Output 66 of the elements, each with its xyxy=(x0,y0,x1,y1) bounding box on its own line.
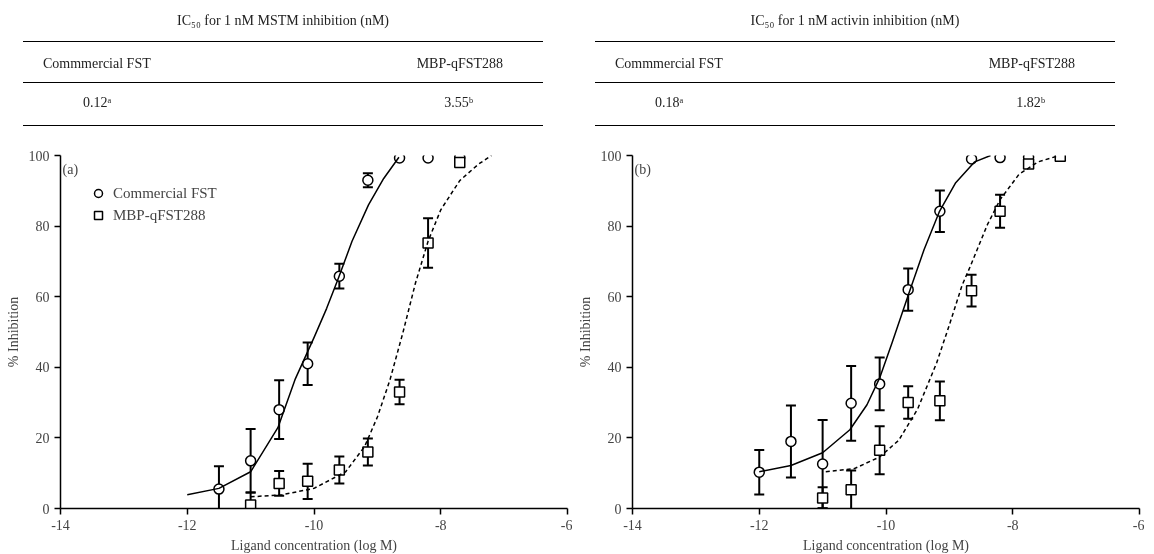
text: Commmercial FST xyxy=(42,55,152,73)
point xyxy=(362,446,374,458)
x-tick-label: -6 xyxy=(1132,517,1145,533)
text: IC₅₀ for 1 nM MSTM inhibition (nM) xyxy=(176,12,390,30)
point xyxy=(902,396,914,409)
y-tick-label: 80 xyxy=(607,219,622,235)
point xyxy=(816,492,829,504)
text: 1.82ᵇ xyxy=(1015,94,1046,112)
y-tick-label: 20 xyxy=(35,430,50,446)
annotation: (a) xyxy=(62,161,79,178)
text: IC₅₀ for 1 nM activin inhibition (nM) xyxy=(749,12,961,30)
point xyxy=(845,397,857,410)
x-tick-label: -8 xyxy=(1006,517,1019,533)
point xyxy=(753,466,765,478)
x-tick-label: -10 xyxy=(304,517,324,533)
text: 0.12ᵃ xyxy=(82,94,113,112)
point xyxy=(273,477,285,490)
text: MBP-qFST288 xyxy=(415,55,504,73)
y-tick-label: 60 xyxy=(35,289,50,305)
point xyxy=(994,155,1006,164)
y-tick-label: 0 xyxy=(42,501,50,517)
text: Commmercial FST xyxy=(614,55,724,73)
point xyxy=(301,358,314,370)
point xyxy=(454,156,466,169)
point xyxy=(994,205,1006,218)
y-axis-title: % Inhibition xyxy=(5,296,21,368)
point xyxy=(301,475,314,488)
point xyxy=(965,155,978,165)
point xyxy=(244,499,257,509)
x-axis-title: Ligand concentration (log M) xyxy=(231,537,398,554)
y-tick-label: 100 xyxy=(28,148,50,164)
x-tick-label: -8 xyxy=(434,517,447,533)
x-tick-label: -14 xyxy=(51,517,70,533)
point xyxy=(273,403,285,416)
point xyxy=(422,155,434,164)
text: 3.55ᵇ xyxy=(443,94,474,112)
point xyxy=(785,435,797,448)
point xyxy=(845,484,857,496)
y-tick-label: 40 xyxy=(35,360,50,376)
point xyxy=(244,455,257,467)
x-tick-label: -14 xyxy=(623,517,642,533)
legend-label: MBP-qFST288 xyxy=(113,206,206,224)
point xyxy=(965,284,978,297)
annotation: (b) xyxy=(634,161,652,178)
point xyxy=(934,395,946,407)
point xyxy=(393,386,406,398)
x-axis-title: Ligand concentration (log M) xyxy=(803,537,970,554)
legend-label: Commercial FST xyxy=(113,184,217,202)
y-axis-title: % Inhibition xyxy=(577,296,593,368)
x-tick-label: -12 xyxy=(749,517,769,533)
point xyxy=(422,237,434,249)
text: 0.18ᵃ xyxy=(654,94,685,112)
y-tick-label: 60 xyxy=(607,289,622,305)
point xyxy=(1022,158,1035,170)
y-tick-label: 20 xyxy=(607,430,622,446)
y-tick-label: 40 xyxy=(607,360,622,376)
x-tick-label: -12 xyxy=(177,517,197,533)
text: MBP-qFST288 xyxy=(987,55,1076,73)
y-tick-label: 100 xyxy=(600,148,622,164)
point xyxy=(816,458,829,470)
y-tick-label: 0 xyxy=(614,501,622,517)
x-tick-label: -10 xyxy=(876,517,896,533)
x-tick-label: -6 xyxy=(560,517,573,533)
point xyxy=(333,464,346,476)
y-tick-label: 80 xyxy=(35,219,50,235)
point xyxy=(873,444,886,457)
